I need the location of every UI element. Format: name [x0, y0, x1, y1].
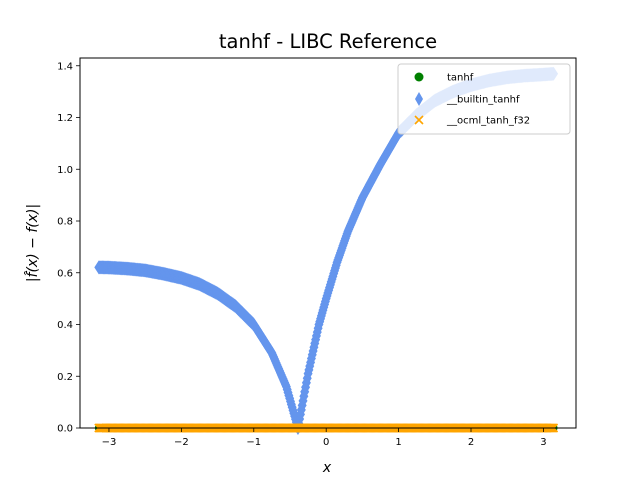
diamond-marker-icon — [415, 92, 423, 106]
y-tick-label: 0.8 — [57, 217, 73, 228]
legend: tanhf __builtin_tanhf __ocml_tanh_f32 — [397, 63, 571, 135]
y-tick-label: 1.0 — [57, 165, 73, 176]
legend-label: __ocml_tanh_f32 — [446, 116, 530, 127]
y-axis-label: |f̂(x) − f(x)| — [24, 204, 41, 282]
y-tick-label: 0.0 — [57, 424, 73, 435]
y-tick-label: 1.4 — [57, 61, 73, 72]
legend-label: tanhf — [447, 73, 474, 84]
x-axis-label: x — [322, 460, 332, 476]
x-tick-label: −2 — [174, 437, 189, 448]
legend-entry-tanhf: tanhf — [414, 72, 474, 84]
legend-entry-ocml-tanh-f32: __ocml_tanh_f32 — [414, 115, 530, 127]
x-axis-ticks: −3 −2 −1 0 1 2 3 — [102, 428, 547, 448]
x-tick-label: −1 — [246, 437, 261, 448]
data-marks — [94, 66, 559, 435]
x-tick-label: 0 — [323, 437, 329, 448]
legend-entry-builtin-tanhf: __builtin_tanhf — [415, 92, 520, 106]
x-marker-icon — [414, 115, 424, 125]
series-builtin-tanhf — [94, 66, 559, 435]
y-tick-label: 0.6 — [57, 268, 73, 279]
x-tick-label: −3 — [102, 437, 117, 448]
x-tick-label: 1 — [395, 437, 401, 448]
plot-frame — [79, 57, 577, 429]
chart-title: tanhf - LIBC Reference — [219, 30, 437, 53]
y-tick-label: 1.2 — [57, 113, 73, 124]
legend-frame — [397, 63, 571, 135]
x-tick-label: 3 — [540, 437, 546, 448]
circle-marker-icon — [414, 72, 424, 82]
y-tick-label: 0.2 — [57, 372, 73, 383]
y-tick-label: 0.4 — [57, 320, 73, 331]
x-tick-label: 2 — [468, 437, 474, 448]
legend-label: __builtin_tanhf — [446, 95, 520, 106]
y-axis-ticks: 0.0 0.2 0.4 0.6 0.8 1.0 1.2 1.4 — [57, 61, 80, 435]
